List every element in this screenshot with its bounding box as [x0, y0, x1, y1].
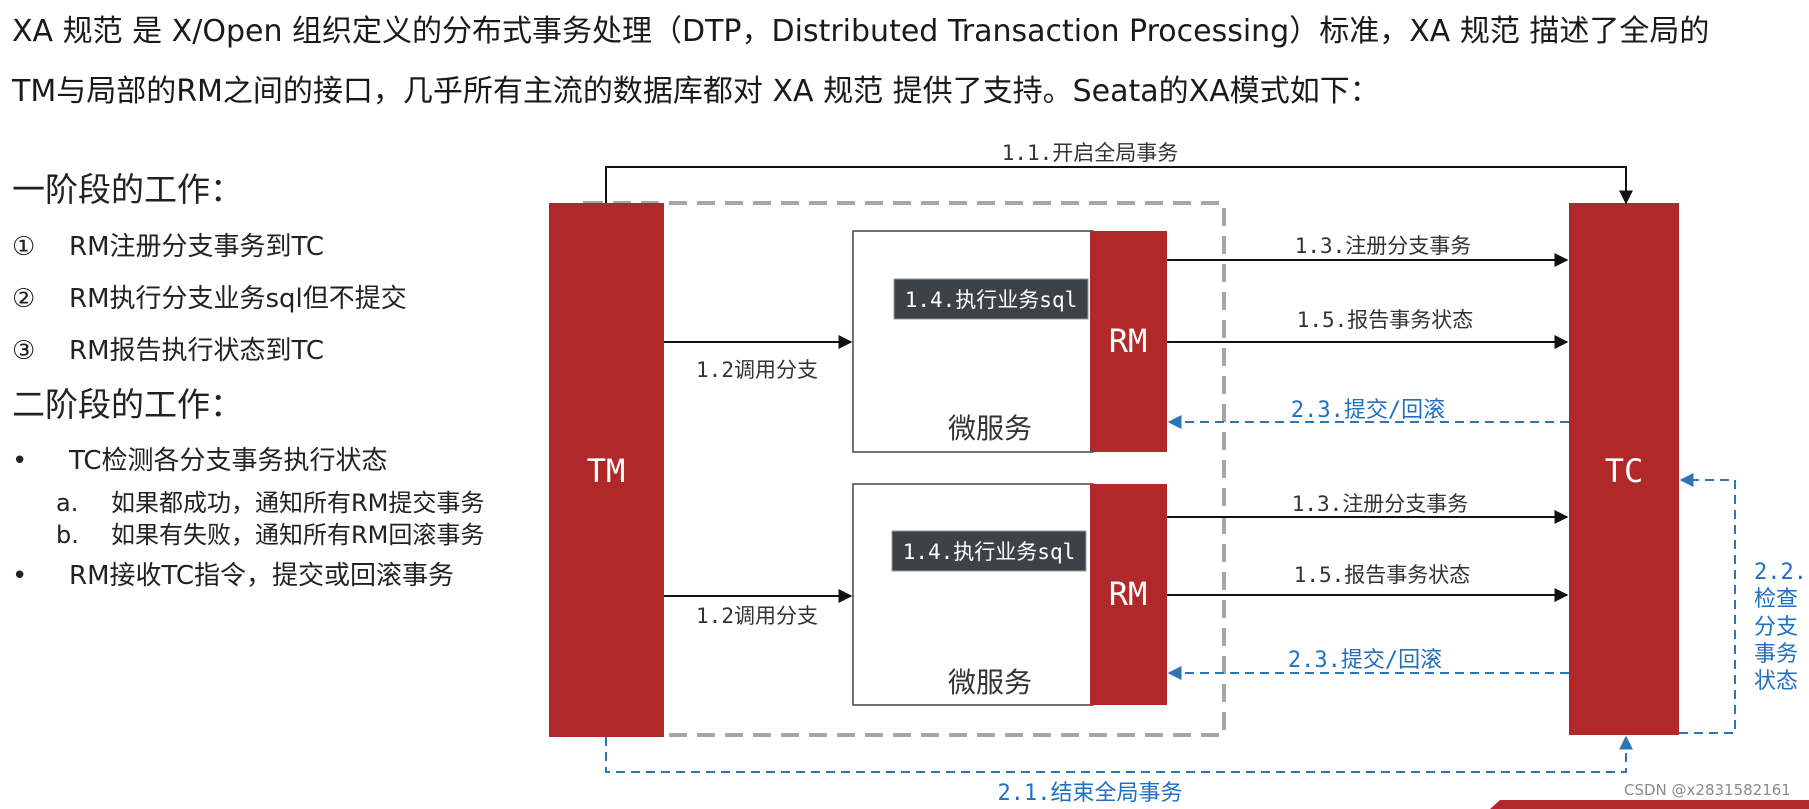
bullet-text: RM接收TC指令，提交或回滚事务 [69, 561, 455, 591]
intro-line-2: TM与局部的RM之间的接口，几乎所有主流的数据库都对 XA 规范 提供了支持。S… [12, 74, 1380, 109]
sub-marker: a. [56, 489, 79, 517]
call-branch-label-2: 1.2调用分支 [696, 604, 818, 628]
phase1-step-1: ① RM注册分支事务到TC [12, 226, 324, 263]
step-text: RM执行分支业务sql但不提交 [69, 284, 407, 314]
phase2-sub-a: a. 如果都成功，通知所有RM提交事务 [56, 483, 484, 518]
report-status-label-1: 1.5.报告事务状态 [1297, 308, 1474, 332]
tm-label: TM [587, 452, 626, 490]
intro-paragraph: XA 规范 是 X/Open 组织定义的分布式事务处理（DTP，Distribu… [12, 2, 1802, 122]
phase1-title: 一阶段的工作： [12, 170, 243, 209]
service-label-1: 微服务 [948, 412, 1032, 445]
rm-label-1: RM [1109, 322, 1148, 360]
begin-global-label: 1.1.开启全局事务 [1002, 141, 1179, 165]
sub-text: 如果都成功，通知所有RM提交事务 [111, 489, 485, 517]
tc-label: TC [1605, 452, 1644, 490]
bullet-text: TC检测各分支事务执行状态 [69, 446, 388, 476]
begin-global-arrow [605, 166, 1633, 205]
step-marker: ③ [12, 336, 36, 366]
check-status-label-1: 2.2. [1754, 560, 1807, 585]
watermark: CSDN @x2831582161 [1624, 781, 1791, 799]
rm-block-2 [1090, 484, 1167, 705]
tm-block [549, 203, 664, 737]
exec-sql-box-1 [893, 278, 1089, 320]
report-status-label-2: 1.5.报告事务状态 [1294, 563, 1471, 587]
register-branch-label-2: 1.3.注册分支事务 [1292, 492, 1469, 516]
phase1-step-2: ② RM执行分支业务sql但不提交 [12, 278, 407, 315]
phase2-bullet-1: • TC检测各分支事务执行状态 [12, 440, 388, 477]
check-status-arrow [1679, 473, 1736, 734]
check-status-label-5: 状态 [1754, 669, 1798, 694]
microservice-box-1 [852, 230, 1094, 453]
service-label-2: 微服务 [948, 666, 1032, 699]
check-status-label-4: 事务 [1754, 642, 1798, 667]
phase2-bullet-2: • RM接收TC指令，提交或回滚事务 [12, 555, 454, 592]
exec-sql-label-1: 1.4.执行业务sql [905, 288, 1078, 312]
sub-marker: b. [56, 521, 79, 549]
phase2-title: 二阶段的工作： [12, 385, 243, 424]
exec-sql-label-2: 1.4.执行业务sql [903, 540, 1076, 564]
end-global-label: 2.1.结束全局事务 [998, 781, 1183, 806]
exec-sql-box-2 [891, 530, 1087, 572]
step-text: RM报告执行状态到TC [69, 336, 325, 366]
commit-rollback-label-2: 2.3.提交/回滚 [1288, 648, 1442, 673]
step-marker: ② [12, 284, 36, 314]
check-status-label-2: 检查 [1754, 587, 1798, 612]
sub-text: 如果有失败，通知所有RM回滚事务 [111, 521, 485, 549]
bullet-marker: • [12, 561, 28, 591]
phase2-sub-b: b. 如果有失败，通知所有RM回滚事务 [56, 515, 484, 550]
intro-line-1: XA 规范 是 X/Open 组织定义的分布式事务处理（DTP，Distribu… [12, 14, 1710, 49]
rm-label-2: RM [1109, 575, 1148, 613]
corner-accent-strip [1490, 800, 1809, 809]
end-global-arrow [605, 735, 1633, 773]
bullet-marker: • [12, 446, 28, 476]
step-marker: ① [12, 232, 36, 262]
phase1-step-3: ③ RM报告执行状态到TC [12, 330, 324, 367]
step-text: RM注册分支事务到TC [69, 232, 325, 262]
microservice-box-2 [852, 483, 1094, 706]
register-branch-label-1: 1.3.注册分支事务 [1295, 234, 1472, 258]
check-status-label-3: 分支 [1754, 615, 1798, 640]
call-branch-label-1: 1.2调用分支 [696, 358, 818, 382]
commit-rollback-label-1: 2.3.提交/回滚 [1291, 398, 1445, 423]
rm-block-1 [1090, 231, 1167, 452]
tc-block [1569, 203, 1679, 735]
